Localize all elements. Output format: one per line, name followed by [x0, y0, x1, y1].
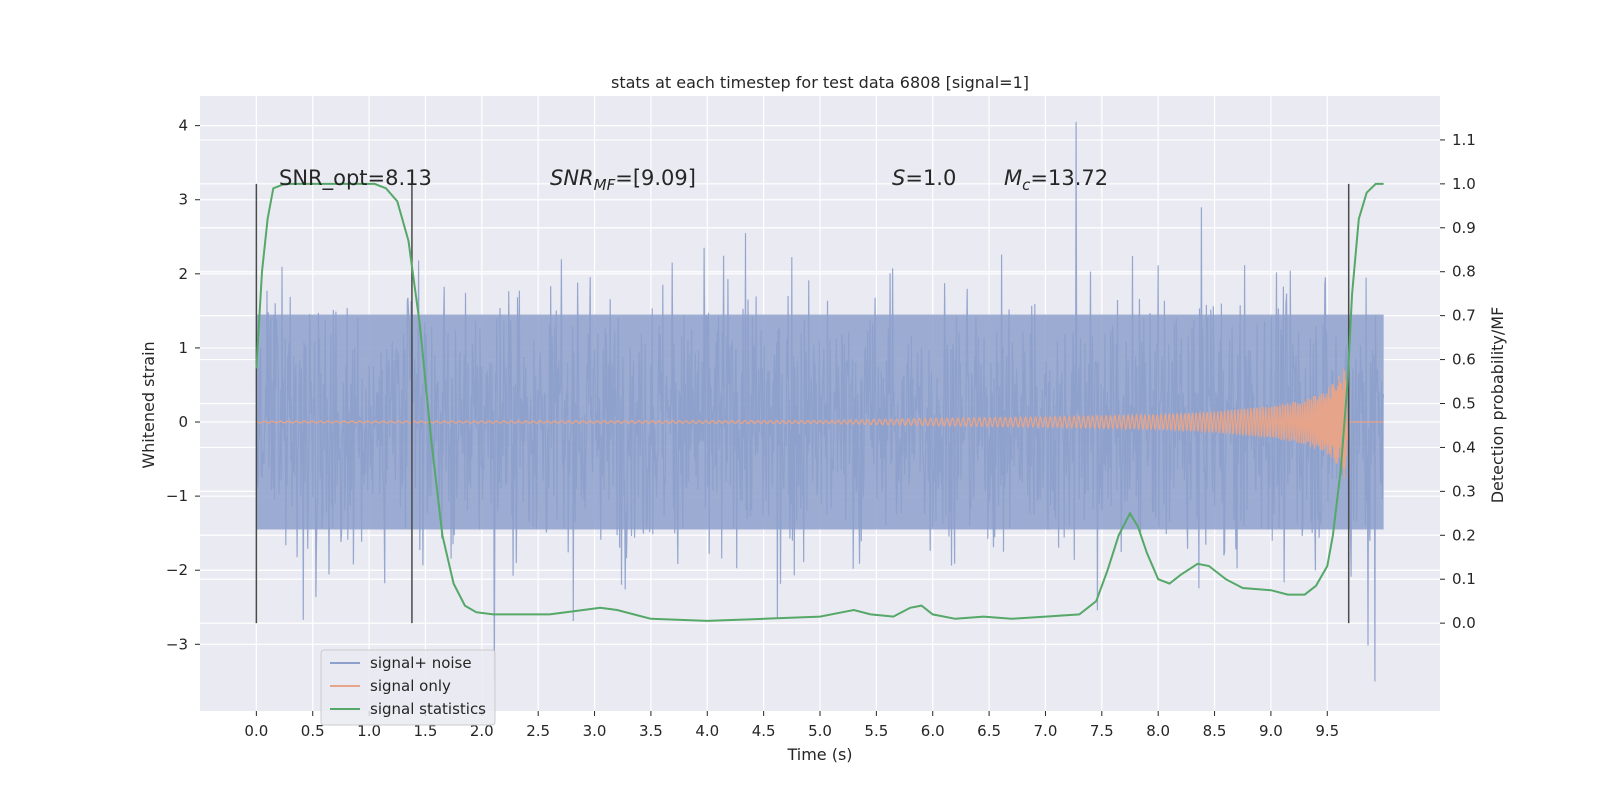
annotation-snr-mf-main: SNR	[550, 166, 594, 190]
y-right-tick-label: 1.0	[1452, 175, 1476, 193]
legend-label-signal-only: signal only	[370, 677, 451, 695]
y-right-tick-label: 0.1	[1452, 570, 1476, 588]
legend-label-signal-statistics: signal statistics	[370, 700, 486, 718]
x-tick-label: 3.5	[639, 722, 663, 740]
x-tick-label: 9.0	[1259, 722, 1283, 740]
annotation-s: S=1.0	[892, 166, 956, 190]
left-y-axis-ticks: −3 −2 −1 0 1 2 3 4	[166, 117, 200, 653]
y-left-tick-label: 4	[178, 117, 188, 135]
x-tick-label: 6.5	[977, 722, 1001, 740]
legend-label-signal-noise: signal+ noise	[370, 654, 472, 672]
y-left-tick-label: 1	[178, 339, 188, 357]
x-tick-label: 2.0	[470, 722, 494, 740]
left-y-axis-label: Whitened strain	[139, 341, 158, 468]
x-axis-ticks: 0.0 0.5 1.0 1.5 2.0 2.5 3.0 3.5 4.0 4.5 5.0 5.5 6.0 6…	[244, 711, 1339, 740]
y-right-tick-label: 0.7	[1452, 307, 1476, 325]
annotation-mc-sub: c	[1022, 176, 1031, 194]
x-tick-label: 7.0	[1034, 722, 1058, 740]
x-tick-label: 5.5	[864, 722, 888, 740]
y-left-tick-label: −2	[166, 561, 188, 579]
x-tick-label: 2.5	[526, 722, 550, 740]
signal-statistics-line	[255, 182, 1384, 622]
annotation-mc-value: =13.72	[1030, 166, 1108, 190]
y-right-tick-label: 0.6	[1452, 351, 1476, 369]
x-tick-label: 3.0	[583, 722, 607, 740]
y-right-tick-label: 0.5	[1452, 395, 1476, 413]
x-tick-label: 4.5	[752, 722, 776, 740]
y-right-tick-label: 0.2	[1452, 526, 1476, 544]
vertical-markers	[255, 183, 1350, 624]
y-left-tick-label: 3	[178, 191, 188, 209]
y-right-tick-label: 0.3	[1452, 482, 1476, 500]
annotation-mc-main: M	[1004, 166, 1022, 190]
legend: signal+ noise signal only signal statist…	[320, 649, 496, 726]
annotation-mc: Mc=13.72	[1004, 166, 1108, 194]
x-tick-label: 8.0	[1146, 722, 1170, 740]
x-axis-label: Time (s)	[786, 745, 852, 764]
signal-statistics-series	[255, 182, 1384, 622]
annotation-s-value: =1.0	[905, 166, 956, 190]
y-right-tick-label: 0.4	[1452, 438, 1476, 456]
x-tick-label: 0.5	[301, 722, 325, 740]
y-right-tick-label: 0.0	[1452, 614, 1476, 632]
annotation-s-main: S	[892, 166, 905, 190]
x-tick-label: 5.0	[808, 722, 832, 740]
x-tick-label: 4.0	[695, 722, 719, 740]
signal-only-line	[256, 368, 1384, 478]
y-left-tick-label: −3	[166, 635, 188, 653]
annotations: SNR_opt=8.13 SNRMF=[9.09] S=1.0 Mc=13.72	[279, 166, 1108, 194]
right-y-axis-ticks: 0.0 0.1 0.2 0.3 0.4 0.5 0.6 0.7 0.8 0.9 1.0 1.1	[1440, 131, 1476, 632]
annotation-snr-mf: SNRMF=[9.09]	[550, 166, 696, 194]
chart-title: stats at each timestep for test data 680…	[611, 73, 1029, 92]
y-left-tick-label: 2	[178, 265, 188, 283]
y-left-tick-label: −1	[166, 487, 188, 505]
x-tick-label: 6.0	[921, 722, 945, 740]
signal-only-series	[256, 368, 1384, 478]
right-y-axis-label: Detection probability/MF	[1488, 307, 1507, 504]
x-tick-label: 8.5	[1203, 722, 1227, 740]
x-tick-label: 7.5	[1090, 722, 1114, 740]
y-left-tick-label: 0	[178, 413, 188, 431]
x-tick-label: 1.5	[414, 722, 438, 740]
legend-box	[320, 649, 496, 726]
annotation-snr-mf-sub: MF	[594, 176, 616, 194]
annotation-snr-mf-value: =[9.09]	[615, 166, 696, 190]
x-tick-label: 1.0	[357, 722, 381, 740]
y-right-tick-label: 0.8	[1452, 263, 1476, 281]
annotation-snr-opt: SNR_opt=8.13	[279, 166, 432, 191]
y-right-tick-label: 0.9	[1452, 219, 1476, 237]
x-tick-label: 0.0	[244, 722, 268, 740]
x-tick-label: 9.5	[1315, 722, 1339, 740]
y-right-tick-label: 1.1	[1452, 131, 1476, 149]
